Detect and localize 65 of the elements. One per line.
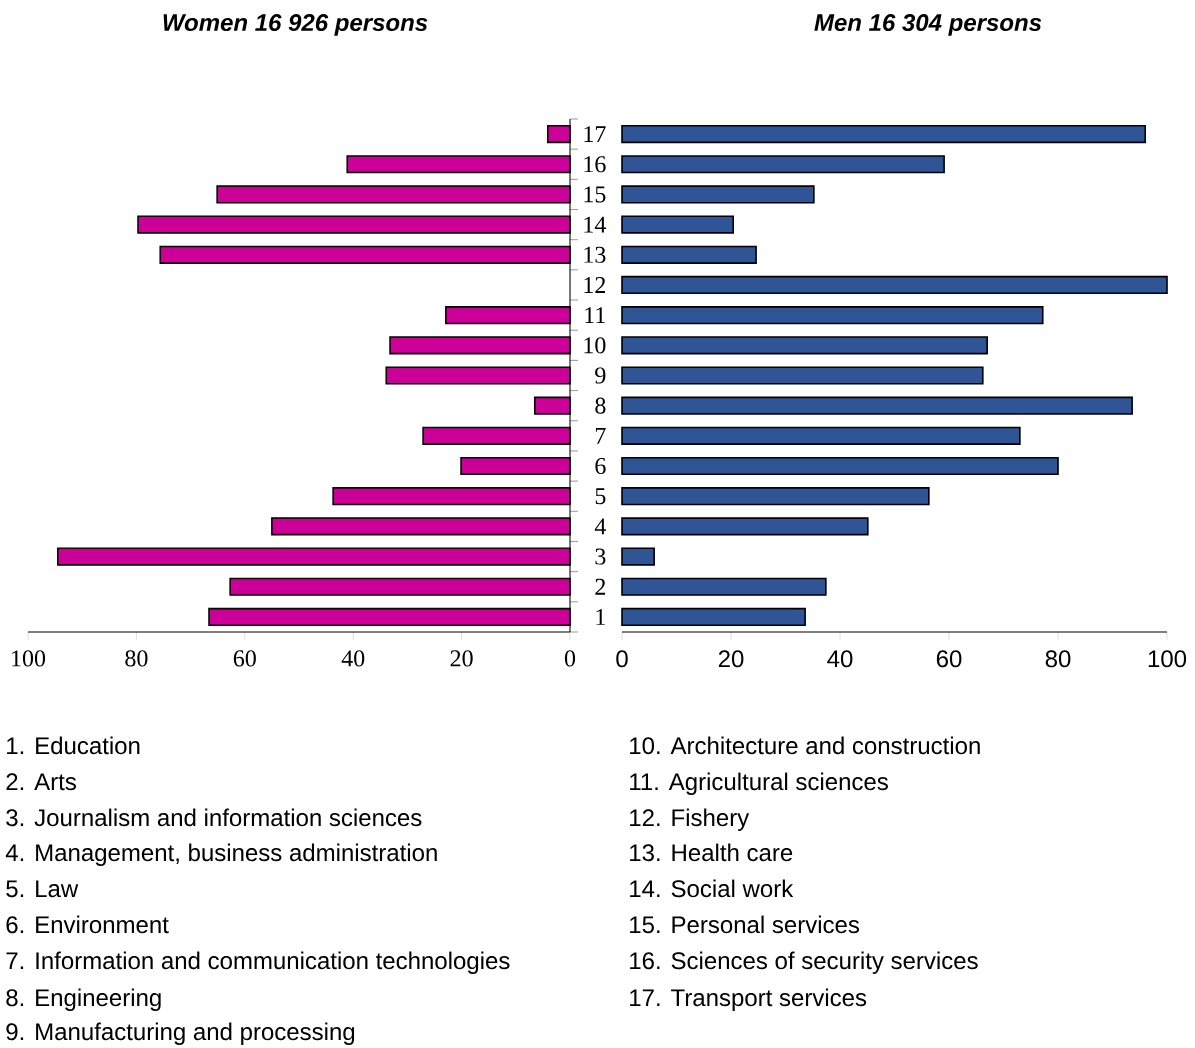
y-tick-label: 17 — [584, 126, 606, 142]
y-tick-label: 5 — [595, 488, 606, 505]
y-tick-label: 4 — [594, 518, 606, 535]
x-tick-label: 80 — [1045, 650, 1071, 668]
y-tick-label: 15 — [584, 186, 606, 203]
y-tick-label: 1 — [596, 608, 605, 625]
bar — [621, 547, 655, 566]
bar — [621, 517, 869, 536]
x-tick-label: 100 — [1148, 650, 1187, 668]
y-tick-label: 3 — [595, 548, 606, 565]
bar — [621, 577, 827, 596]
bar — [621, 245, 757, 264]
text: 12. Fishery — [630, 808, 750, 831]
text: 7. Information and communication technologies — [6, 951, 510, 974]
y-tick-label: 7 — [595, 427, 606, 444]
bar — [621, 155, 945, 174]
x-tick-label: 40 — [341, 650, 365, 667]
bar — [621, 607, 806, 626]
bar — [621, 124, 1147, 144]
x-tick-label: 60 — [233, 650, 256, 667]
text: 4. Management, business administration — [5, 843, 437, 866]
text: 5. Law — [6, 880, 79, 898]
y-tick-label: 11 — [585, 307, 605, 324]
y-tick-label: 6 — [595, 457, 606, 475]
y-tick-label: 13 — [584, 246, 606, 263]
bar — [621, 215, 734, 234]
text: 10. Architecture and construction — [630, 736, 980, 755]
x-tick-label: 80 — [125, 650, 148, 667]
text: 1. Education — [7, 736, 140, 755]
y-tick-label: 16 — [584, 156, 606, 173]
text: 6. Environment — [6, 915, 169, 934]
x-tick-label: 100 — [12, 650, 46, 667]
x-tick-label: 0 — [616, 650, 628, 668]
x-tick-label: 60 — [936, 650, 962, 668]
x-tick-label: 20 — [450, 650, 473, 667]
bar — [621, 487, 930, 506]
y-tick-label: 8 — [595, 397, 606, 414]
text: 8. Engineering — [6, 988, 161, 1011]
text: 2. Arts — [6, 773, 76, 791]
y-tick-label: 2 — [595, 578, 606, 595]
x-tick-label: 0 — [564, 650, 576, 667]
bar — [621, 366, 984, 385]
y-tick-label: 12 — [584, 277, 606, 293]
text: 9. Manufacturing and processing — [6, 1022, 355, 1045]
bar — [621, 275, 1168, 295]
bar — [621, 396, 1133, 415]
text: 16. Sciences of security services — [630, 951, 978, 974]
y-tick-label: 10 — [584, 337, 606, 354]
y-tick-label: 9 — [595, 367, 606, 384]
text: 17. Transport services — [630, 988, 867, 1011]
text: 14. Social work — [630, 879, 794, 898]
text: 3. Journalism and information sciences — [6, 808, 422, 827]
bar — [621, 306, 1044, 325]
bar — [621, 426, 1021, 445]
y-tick-label: 14 — [584, 216, 606, 233]
text: 15. Personal services — [630, 915, 860, 934]
chart-title: Women 16 926 persons — [163, 14, 428, 36]
x-tick-label: 20 — [718, 650, 744, 668]
chart-title: Men 16 304 persons — [814, 14, 1042, 36]
x-tick-label: 40 — [827, 650, 853, 668]
text: 13. Health care — [630, 843, 793, 862]
bar — [621, 336, 988, 355]
bar — [621, 185, 815, 204]
text: 11. Agricultural sciences — [630, 772, 888, 795]
bar — [621, 456, 1059, 476]
